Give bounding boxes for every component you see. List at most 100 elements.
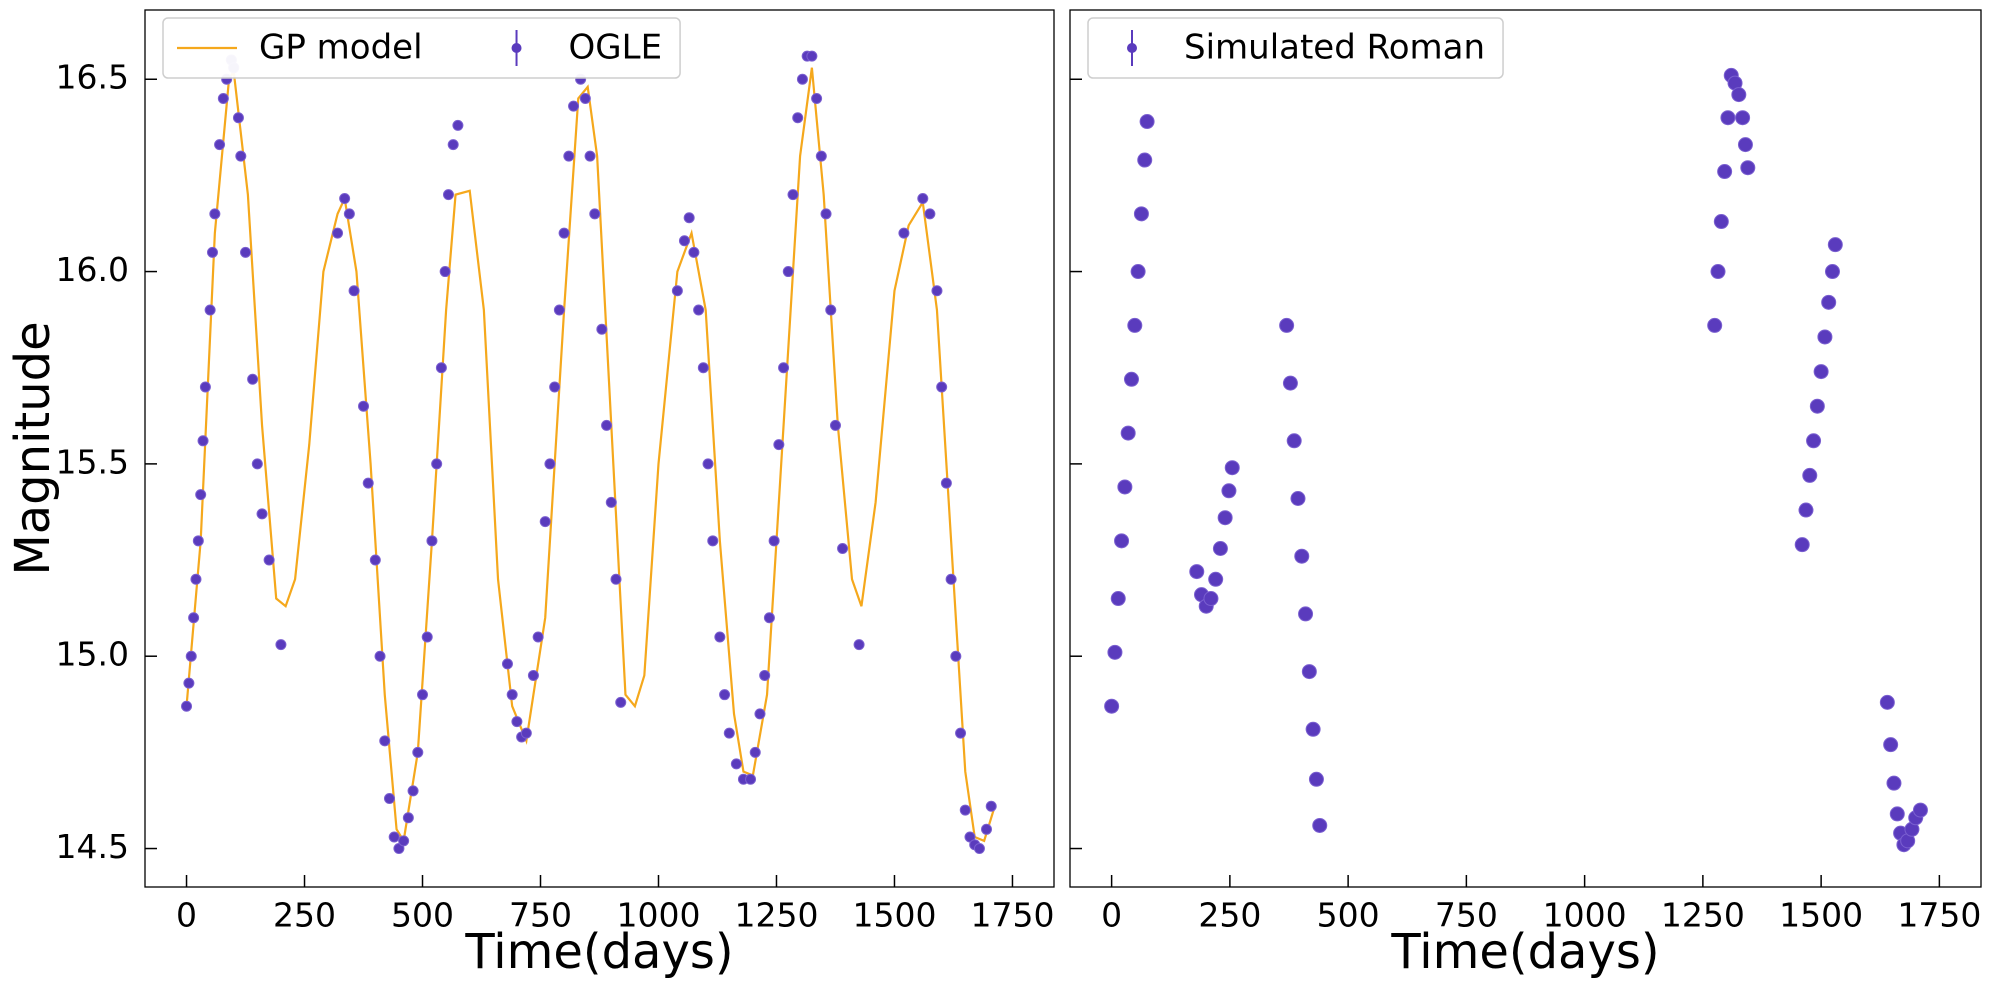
data-point <box>719 689 731 701</box>
data-point <box>1189 564 1205 580</box>
data-point <box>1139 114 1155 130</box>
data-point <box>815 150 827 162</box>
data-point <box>527 669 539 681</box>
x-tick-label: 1250 <box>734 896 818 935</box>
x-tick-label: 750 <box>509 896 572 935</box>
data-point <box>605 496 617 508</box>
data-point <box>412 746 424 758</box>
data-point <box>339 192 351 204</box>
legend-label: Simulated Roman <box>1184 28 1485 68</box>
data-point <box>1806 433 1822 449</box>
data-point <box>615 696 627 708</box>
data-point <box>1737 137 1753 153</box>
data-point <box>584 150 596 162</box>
data-point <box>820 208 832 220</box>
data-point <box>1208 571 1224 587</box>
data-point <box>439 266 451 278</box>
data-point <box>1130 264 1146 280</box>
data-point <box>678 235 690 247</box>
data-point <box>1110 591 1126 607</box>
y-tick-label: 15.5 <box>56 442 129 481</box>
data-point <box>837 543 849 555</box>
data-point <box>190 573 202 585</box>
data-point <box>697 362 709 374</box>
data-point <box>204 304 216 316</box>
data-point <box>1203 591 1219 607</box>
data-point <box>442 189 454 201</box>
data-point <box>825 304 837 316</box>
panel: 0 250 500 750 1000 1250 1500 1750 14.5 15.0 15.5 16… <box>5 9 1055 980</box>
data-point <box>1827 237 1843 253</box>
data-point <box>945 573 957 585</box>
data-point <box>501 658 513 670</box>
data-point <box>1731 87 1747 103</box>
x-tick-label: 500 <box>1317 896 1380 935</box>
data-point <box>214 139 226 151</box>
data-point <box>985 800 997 812</box>
data-point <box>558 227 570 239</box>
data-point <box>1817 329 1833 345</box>
data-point <box>683 212 695 224</box>
data-point <box>275 639 287 651</box>
data-point <box>1123 371 1139 387</box>
data-point <box>1298 606 1314 622</box>
data-point <box>1120 425 1136 441</box>
data-point <box>1824 264 1840 280</box>
x-tick-label: 1000 <box>617 896 701 935</box>
data-point <box>188 612 200 624</box>
y-axis-label: Magnitude <box>5 321 61 575</box>
data-point <box>369 554 381 566</box>
x-tick-label: 500 <box>391 896 454 935</box>
x-axis-label: Time(days) <box>464 924 733 980</box>
data-point <box>601 419 613 431</box>
data-point <box>1809 398 1825 414</box>
y-tick-label: 15.0 <box>56 635 129 674</box>
data-point <box>549 381 561 393</box>
data-point <box>768 535 780 547</box>
data-point <box>235 150 247 162</box>
data-point <box>754 708 766 720</box>
data-point <box>759 669 771 681</box>
data-point <box>1107 644 1123 660</box>
x-tick-label: 1500 <box>1779 896 1863 935</box>
x-tick-label: 0 <box>1101 896 1122 935</box>
data-point <box>1821 294 1837 310</box>
data-point <box>1282 375 1298 391</box>
data-point <box>1794 537 1810 553</box>
data-point <box>1710 264 1726 280</box>
data-point <box>1879 694 1895 710</box>
data-point <box>431 458 443 470</box>
data-point <box>192 535 204 547</box>
data-point <box>1290 491 1306 507</box>
data-point <box>589 208 601 220</box>
data-point <box>898 227 910 239</box>
data-point <box>1798 502 1814 518</box>
x-tick-label: 1500 <box>852 896 936 935</box>
data-point <box>1279 317 1295 333</box>
data-point <box>532 631 544 643</box>
data-point <box>1104 698 1120 714</box>
legend-label: GP model <box>259 28 423 68</box>
data-point <box>563 150 575 162</box>
data-point <box>206 246 218 258</box>
data-point <box>1212 541 1228 557</box>
data-point <box>763 612 775 624</box>
data-point <box>348 285 360 297</box>
data-point <box>1717 164 1733 180</box>
x-tick-label: 0 <box>176 896 197 935</box>
data-point <box>388 831 400 843</box>
data-point <box>749 746 761 758</box>
y-tick-label: 16.5 <box>56 58 129 97</box>
data-point <box>1802 467 1818 483</box>
data-point <box>247 373 259 385</box>
data-point <box>596 323 608 335</box>
x-tick-label: 1750 <box>970 896 1054 935</box>
data-point <box>714 631 726 643</box>
data-point <box>693 304 705 316</box>
panel: 0 250 500 750 1000 1250 1500 1750 Time(days) Simu… <box>1069 9 1982 980</box>
data-point <box>1221 483 1237 499</box>
data-point <box>568 100 580 112</box>
data-point <box>1720 110 1736 126</box>
data-point <box>417 689 429 701</box>
